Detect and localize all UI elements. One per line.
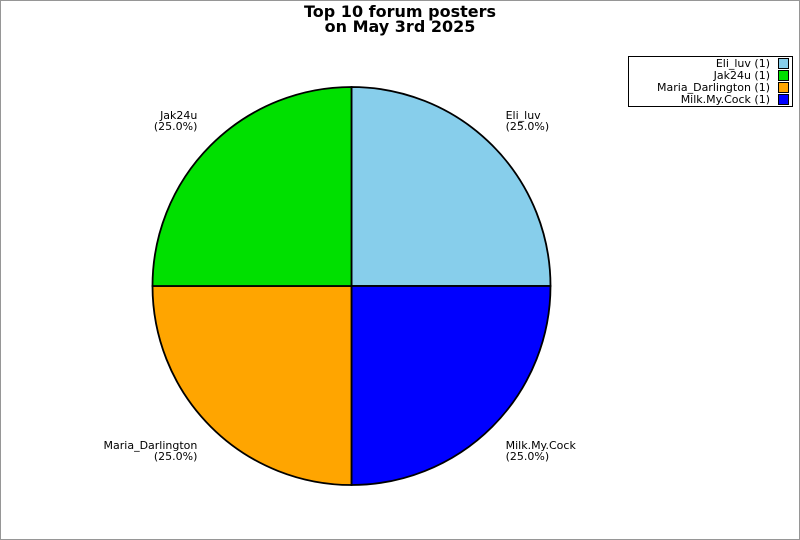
pie-slice-jak24u (151, 86, 353, 287)
legend-swatch (778, 82, 789, 93)
legend-swatch (778, 94, 789, 105)
chart-title: Top 10 forum posters on May 3rd 2025 (1, 2, 799, 36)
slice-label-jak24u: Jak24u (25.0%) (154, 109, 198, 133)
legend-row: Jak24u (1) (632, 68, 789, 82)
legend-row: Milk.My.Cock (1) (632, 92, 789, 106)
legend-swatch (778, 58, 789, 69)
slice-label-milk-my-cock: Milk.My.Cock (25.0%) (506, 439, 577, 463)
pie-slice-milk-my-cock (350, 285, 552, 486)
legend-row: Eli_luv (1) (632, 56, 789, 70)
chart-title-line1: Top 10 forum posters (304, 2, 496, 21)
legend: Eli_luv (1) Jak24u (1) Maria_Darlington (1… (628, 56, 793, 107)
pie-slice-eli-luv (350, 86, 552, 287)
chart-title-line2: on May 3rd 2025 (324, 17, 476, 36)
legend-label: Jak24u (1) (713, 68, 770, 82)
legend-label: Eli_luv (1) (715, 56, 770, 70)
legend-label: Milk.My.Cock (1) (680, 92, 770, 106)
slice-label-maria-darlington: Maria_Darlington (25.0%) (104, 439, 198, 463)
legend-swatch (778, 70, 789, 81)
legend-label: Maria_Darlington (1) (657, 80, 770, 94)
slice-label-eli-luv: Eli_luv (25.0%) (506, 109, 550, 133)
legend-row: Maria_Darlington (1) (632, 80, 789, 94)
pie-slice-maria-darlington (151, 285, 353, 486)
